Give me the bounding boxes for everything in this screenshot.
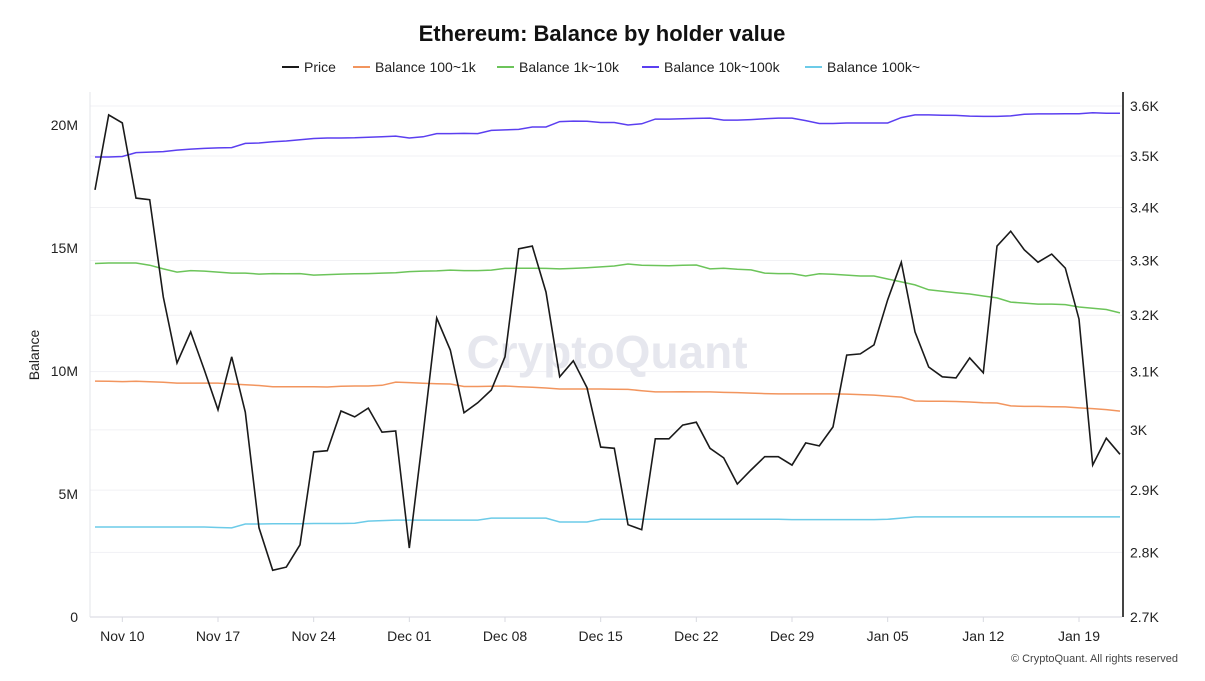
legend-item[interactable]: Balance 100k~ — [805, 59, 920, 75]
legend-item[interactable]: Balance 100~1k — [353, 59, 477, 75]
right-y-tick-label: 3.3K — [1130, 253, 1159, 269]
left-y-tick-label: 5M — [59, 486, 78, 502]
right-y-tick-label: 3.2K — [1130, 307, 1159, 323]
x-tick-label: Dec 08 — [483, 628, 528, 644]
left-y-tick-label: 10M — [51, 363, 78, 379]
x-tick-label: Dec 29 — [770, 628, 815, 644]
right-y-tick-label: 2.9K — [1130, 482, 1159, 498]
legend-item[interactable]: Balance 1k~10k — [497, 59, 620, 75]
right-y-tick-label: 3.6K — [1130, 98, 1159, 114]
series-lines — [94, 111, 1121, 572]
y-axis-label: Balance — [26, 329, 42, 380]
right-y-tick-label: 3.5K — [1130, 148, 1159, 164]
x-tick-label: Nov 17 — [196, 628, 241, 644]
watermark: CryptoQuant — [466, 326, 747, 378]
right-y-tick-label: 2.8K — [1130, 544, 1159, 560]
chart-title: Ethereum: Balance by holder value — [419, 21, 786, 46]
legend-label: Balance 100~1k — [375, 59, 477, 75]
series-line-balance-10k-100k — [95, 111, 1120, 158]
legend-label: Balance 100k~ — [827, 59, 920, 75]
right-y-tick-label: 3.1K — [1130, 364, 1159, 380]
x-axis-ticks: Nov 10 Nov 17 Nov 24 Dec 01 Dec 08 Dec 15 Dec … — [100, 617, 1100, 644]
left-y-tick-label: 15M — [51, 240, 78, 256]
x-tick-label: Nov 10 — [100, 628, 145, 644]
left-y-tick-label: 0 — [70, 609, 78, 625]
x-tick-label: Dec 22 — [674, 628, 719, 644]
x-tick-label: Jan 05 — [867, 628, 909, 644]
right-y-tick-label: 2.7K — [1130, 609, 1159, 625]
x-tick-label: Nov 24 — [291, 628, 336, 644]
right-y-tick-label: 3.4K — [1130, 200, 1159, 216]
x-tick-label: Dec 15 — [578, 628, 623, 644]
series-line-balance-1k-10k — [94, 262, 1121, 314]
x-tick-label: Jan 19 — [1058, 628, 1100, 644]
copyright-footer: © CryptoQuant. All rights reserved — [1011, 653, 1178, 665]
series-line-price — [94, 113, 1121, 572]
series-line-balance-100-1k — [94, 380, 1121, 412]
legend-label: Price — [304, 59, 336, 75]
series-line-balance-100k- — [95, 516, 1120, 529]
right-y-tick-label: 3K — [1130, 422, 1148, 438]
y-axis-ticks: 2.7K 2.8K 2.9K 3K 3.1K 3.2K 3.3K 3.4K 3.5K 3.6K 0 5… — [51, 98, 1160, 625]
legend-item[interactable]: Price — [282, 59, 336, 75]
legend-label: Balance 1k~10k — [519, 59, 620, 75]
legend-label: Balance 10k~100k — [664, 59, 781, 75]
x-tick-label: Dec 01 — [387, 628, 432, 644]
gridlines — [90, 105, 1122, 553]
legend: Price Balance 100~1k Balance 1k~10k Balance… — [282, 59, 920, 75]
legend-item[interactable]: Balance 10k~100k — [642, 59, 781, 75]
left-y-tick-label: 20M — [51, 117, 78, 133]
x-tick-label: Jan 12 — [962, 628, 1004, 644]
